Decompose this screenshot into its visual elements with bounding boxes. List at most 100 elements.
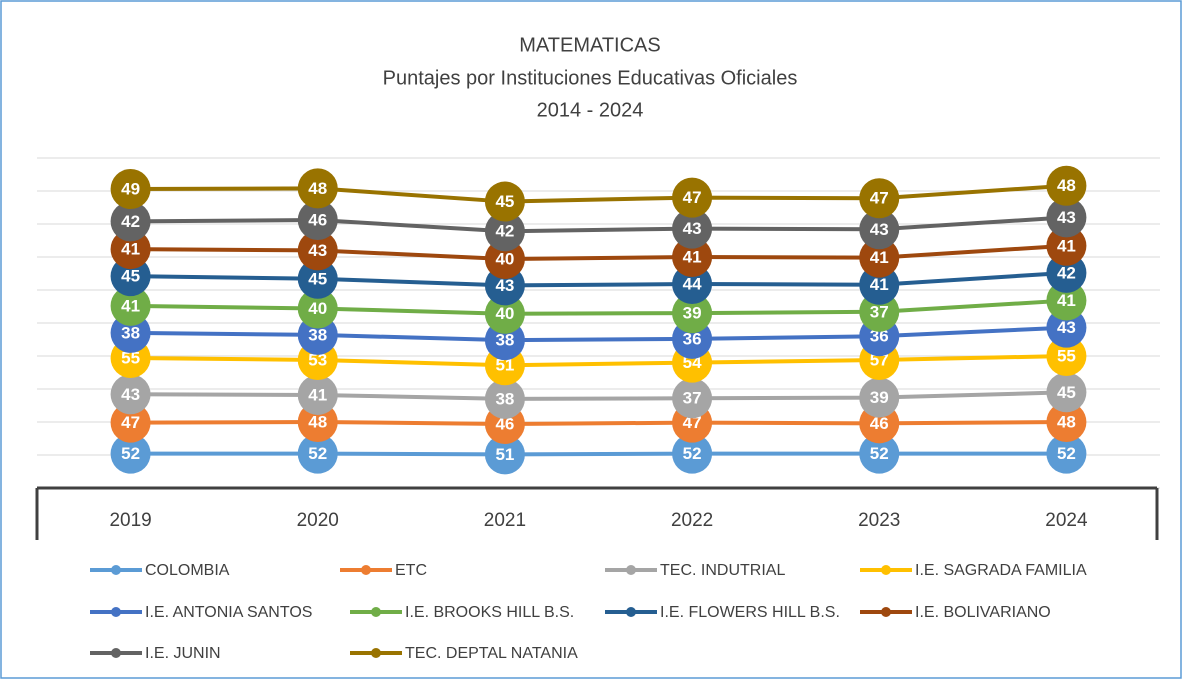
- point: [859, 377, 900, 418]
- data-label: 38: [495, 331, 514, 350]
- data-label: 52: [1057, 444, 1076, 463]
- data-label: 46: [308, 211, 327, 230]
- data-label: 41: [1057, 291, 1076, 310]
- point: [297, 433, 338, 474]
- point: [484, 211, 525, 252]
- data-label: 47: [683, 413, 702, 432]
- series-line: [130, 325, 1067, 343]
- legend-marker: [371, 648, 381, 658]
- series-line: [130, 215, 1067, 234]
- point: [297, 288, 338, 329]
- data-label: 40: [495, 249, 514, 268]
- point: [672, 293, 713, 334]
- series-line: [130, 298, 1067, 316]
- data-label: 52: [870, 444, 889, 463]
- point: [110, 201, 151, 242]
- legend-label: I.E. BOLIVARIANO: [915, 604, 1051, 621]
- series-line: [130, 354, 1067, 368]
- data-label: 41: [870, 248, 889, 267]
- legend-marker: [881, 607, 891, 617]
- x-tick-label: 2020: [297, 510, 339, 531]
- legend-marker: [111, 648, 121, 658]
- legend-label: I.E. ANTONIA SANTOS: [145, 604, 312, 621]
- x-tick-label: 2021: [484, 510, 526, 531]
- point: [484, 378, 525, 419]
- data-label: 52: [121, 444, 140, 463]
- chart-period: 2014 - 2024: [537, 99, 644, 121]
- point: [110, 433, 151, 474]
- data-label: 45: [308, 269, 327, 288]
- data-label: 41: [683, 247, 702, 266]
- point: [110, 374, 151, 415]
- data-label: 38: [121, 323, 140, 342]
- x-tick-label: 2019: [109, 510, 151, 531]
- data-label: 52: [308, 444, 327, 463]
- data-label: 45: [121, 267, 140, 286]
- data-label: 43: [870, 220, 889, 239]
- data-label: 52: [683, 444, 702, 463]
- data-label: 36: [870, 327, 889, 346]
- data-label: 55: [121, 348, 140, 367]
- data-label: 41: [121, 296, 140, 315]
- x-tick-label: 2023: [858, 510, 900, 531]
- legend-marker: [626, 607, 636, 617]
- legend-marker: [111, 565, 121, 575]
- series-line: [130, 419, 1067, 426]
- point: [672, 378, 713, 419]
- x-tick-label: 2022: [671, 510, 713, 531]
- data-label: 41: [1057, 236, 1076, 255]
- point: [110, 402, 151, 443]
- point: [1046, 336, 1087, 376]
- data-label: 51: [495, 356, 514, 375]
- data-label: 38: [495, 389, 514, 408]
- data-label: 53: [308, 350, 327, 369]
- data-label: 40: [495, 304, 514, 323]
- series-line: [130, 270, 1067, 288]
- point: [484, 434, 525, 475]
- data-label: 51: [495, 445, 514, 464]
- point: [672, 177, 713, 218]
- data-label: 42: [495, 222, 514, 241]
- point: [859, 237, 900, 278]
- data-label: 41: [308, 385, 327, 404]
- data-label: 46: [870, 414, 889, 433]
- data-label: 43: [683, 219, 702, 238]
- point: [484, 238, 525, 279]
- point: [1046, 372, 1087, 413]
- point: [859, 178, 900, 219]
- data-label: 43: [308, 241, 327, 260]
- legend-label: I.E. BROOKS HILL B.S.: [405, 604, 574, 621]
- point: [484, 293, 525, 334]
- data-label: 43: [1057, 208, 1076, 227]
- point: [1046, 225, 1087, 266]
- point: [1046, 402, 1087, 442]
- data-label: 39: [683, 304, 702, 323]
- data-label: 41: [870, 275, 889, 294]
- point: [110, 285, 151, 326]
- data-label: 49: [121, 180, 140, 199]
- legend-label: TEC. DEPTAL NATANIA: [405, 645, 578, 662]
- legend-label: I.E. JUNIN: [145, 645, 221, 662]
- x-tick-label: 2024: [1045, 510, 1088, 531]
- point: [672, 433, 713, 474]
- data-label: 42: [1057, 263, 1076, 282]
- point: [1046, 165, 1087, 206]
- data-label: 36: [683, 329, 702, 348]
- data-label: 43: [495, 276, 514, 295]
- point: [859, 433, 900, 474]
- data-label: 43: [121, 385, 140, 404]
- data-label: 55: [1057, 346, 1076, 365]
- data-label: 48: [1057, 412, 1076, 431]
- point: [859, 209, 900, 250]
- legend-marker: [371, 607, 381, 617]
- point: [297, 258, 338, 299]
- data-label: 45: [495, 192, 514, 211]
- series-line: [130, 390, 1067, 401]
- legend-label: COLOMBIA: [145, 562, 230, 579]
- series-line: [130, 183, 1067, 204]
- data-label: 45: [1057, 383, 1076, 402]
- chart-title: MATEMATICAS: [519, 34, 660, 56]
- data-label: 37: [683, 389, 702, 408]
- data-label: 48: [1057, 176, 1076, 195]
